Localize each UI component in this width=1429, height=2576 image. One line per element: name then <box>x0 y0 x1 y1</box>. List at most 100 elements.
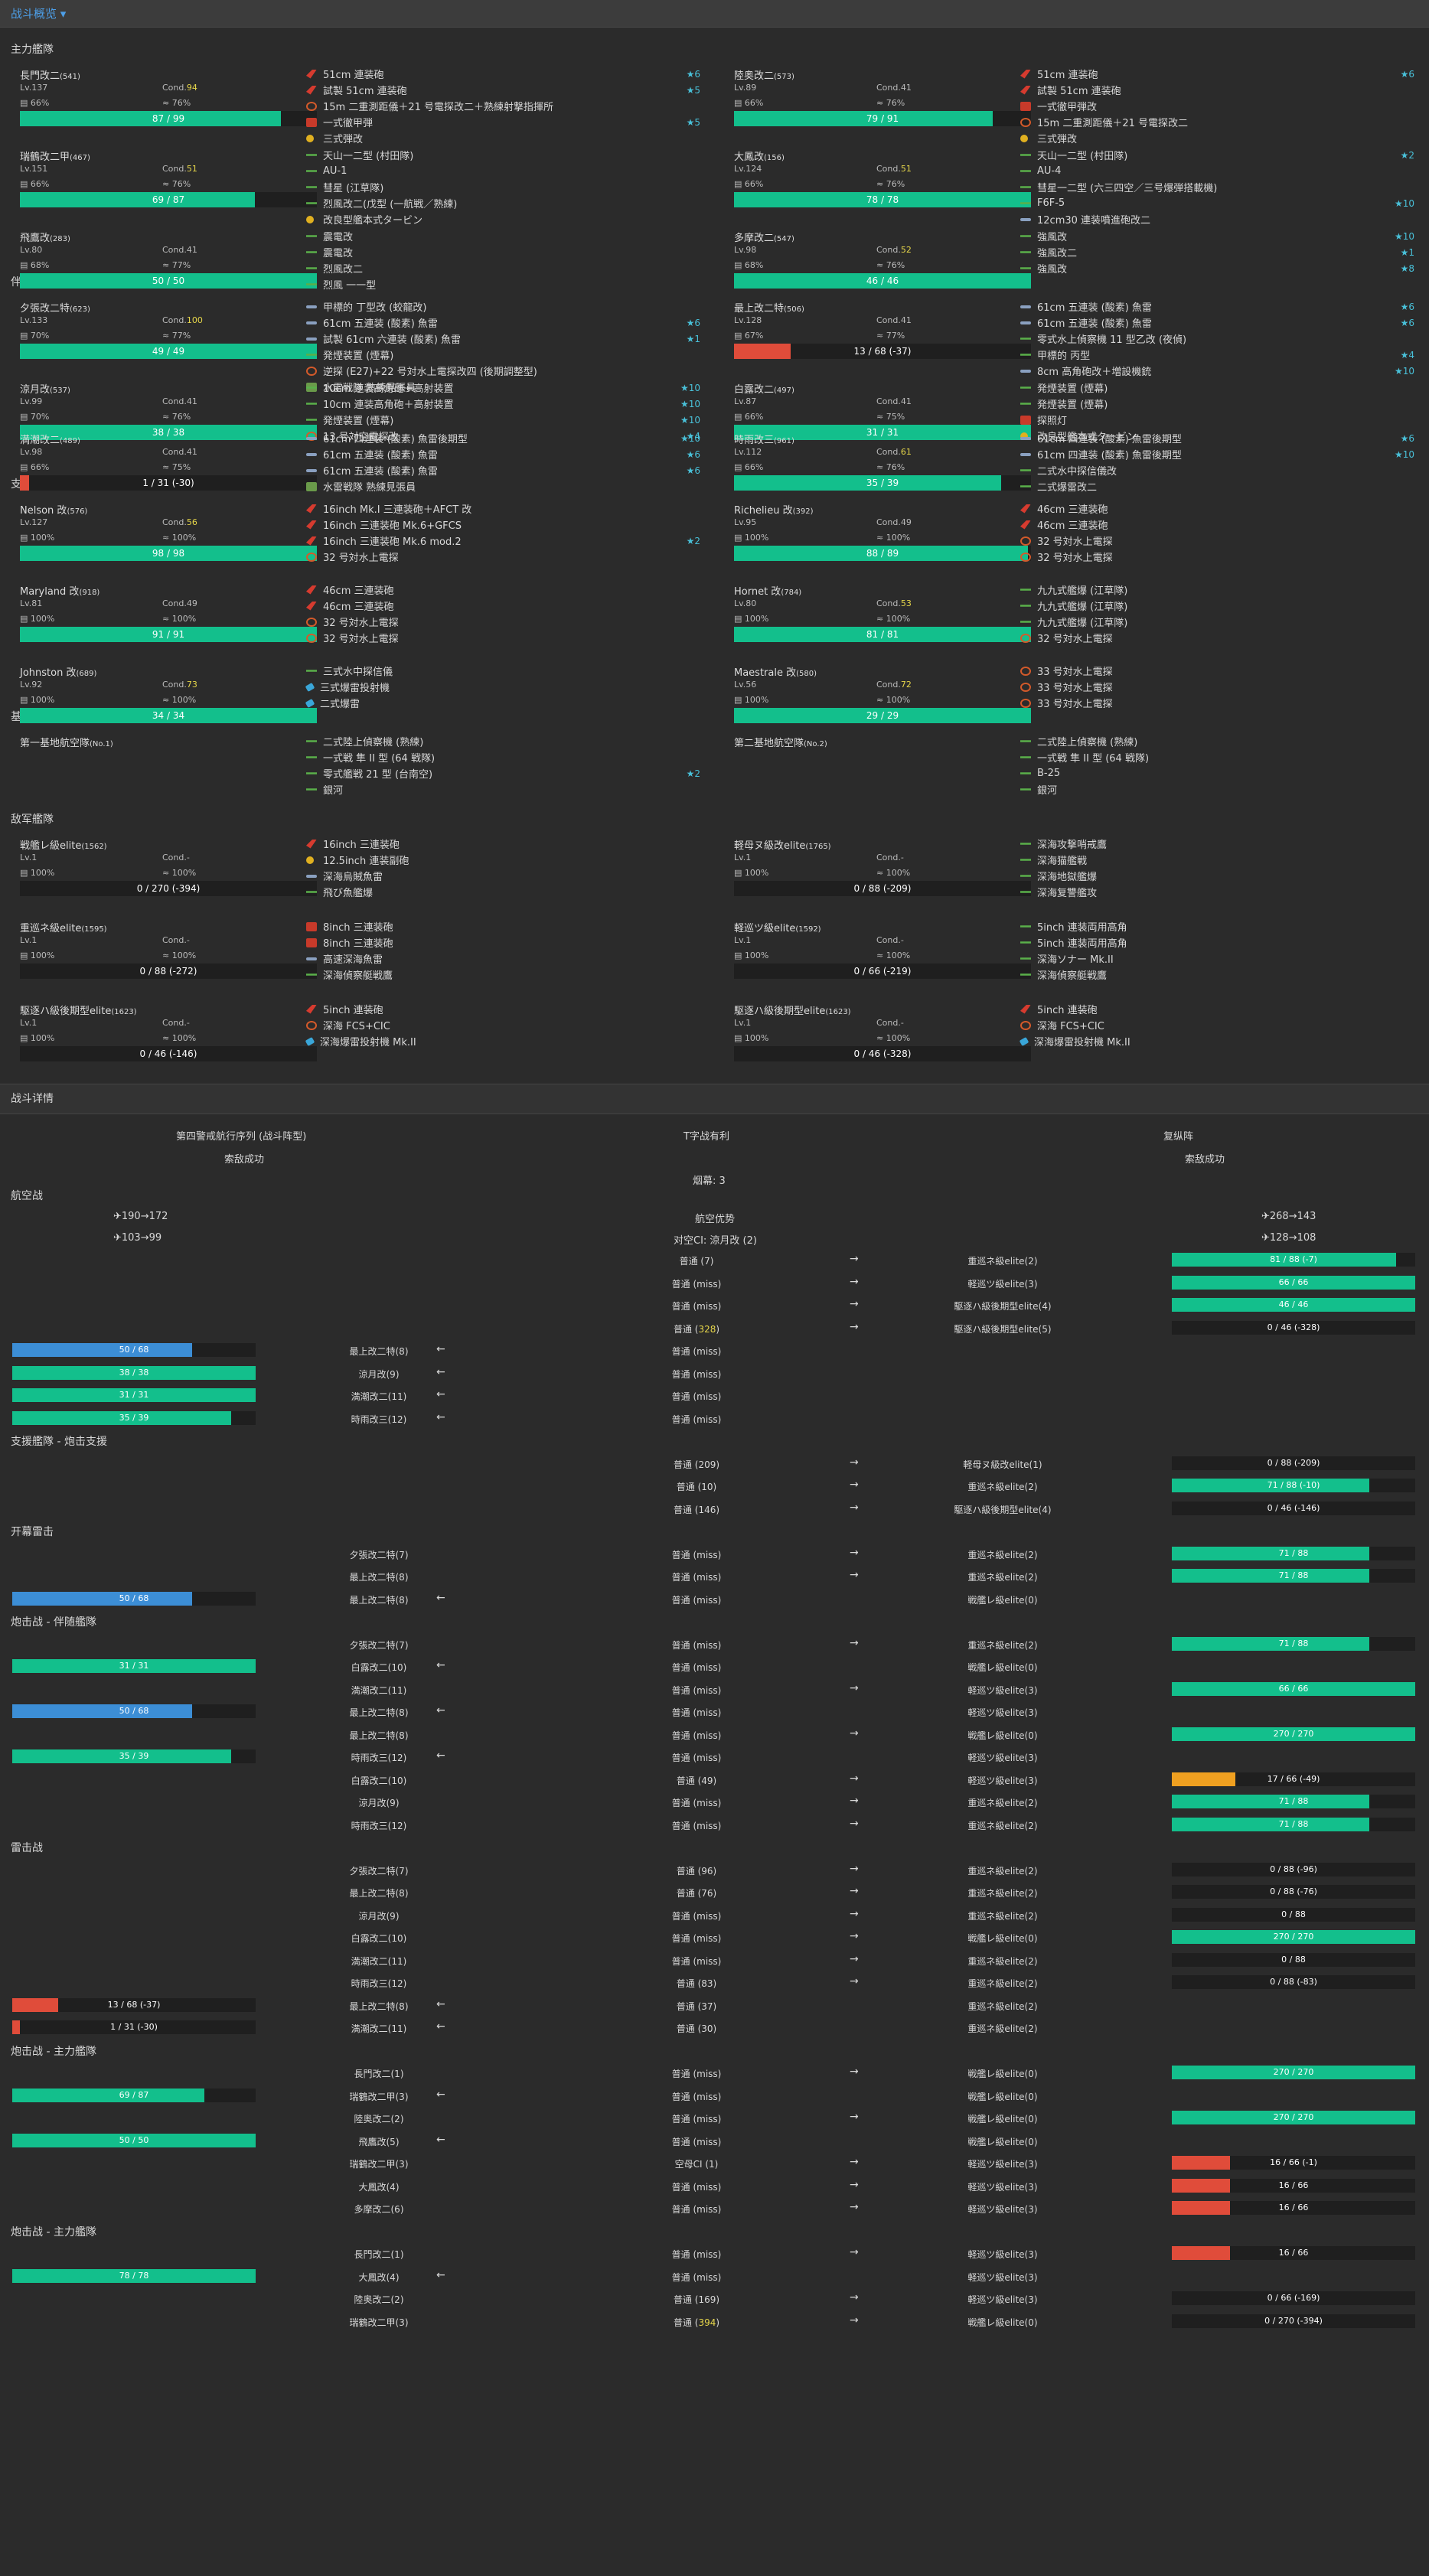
equipment-row[interactable]: 強風改 ★10 <box>1020 228 1414 244</box>
equipment-row[interactable]: 16inch Mk.I 三連装砲＋AFCT 改 <box>306 501 700 517</box>
equipment-row[interactable]: 深海攻撃哨戒鷹 <box>1020 836 1414 852</box>
equipment-row[interactable]: F6F-5 ★10 <box>1020 195 1414 211</box>
ship-card[interactable]: 駆逐ハ級後期型elite(1623) Lv.1 Cond.- ▤ 100% ≈ 100%… <box>714 995 1428 1078</box>
equipment-row[interactable]: 発煙装置 (煙幕) <box>306 347 700 363</box>
equipment-row[interactable]: 銀河 <box>306 781 700 797</box>
ship-card[interactable]: 重巡ネ級elite(1595) Lv.1 Cond.- ▤ 100% ≈ 100% 0 /… <box>0 912 714 995</box>
ship-card[interactable]: 駆逐ハ級後期型elite(1623) Lv.1 Cond.- ▤ 100% ≈ 100%… <box>0 995 714 1078</box>
ship-card[interactable]: Hornet 改(784) Lv.80 Cond.53 ▤ 100% ≈ 100% 81 … <box>714 576 1428 657</box>
equipment-row[interactable]: 三式爆雷投射機 <box>305 679 700 695</box>
equipment-row[interactable]: 33 号対水上電探 <box>1020 663 1414 679</box>
equipment-row[interactable]: 10cm 連装高角砲＋高射装置 ★10 <box>306 380 700 396</box>
equipment-row[interactable]: 発煙装置 (煙幕) ★10 <box>306 412 700 428</box>
equipment-row[interactable]: 13 号対空電探改 ★4 <box>306 428 700 444</box>
equipment-row[interactable]: 61cm 五連装 (酸素) 魚雷 ★6 <box>1020 298 1414 315</box>
equipment-row[interactable]: 46cm 三連装砲 <box>306 598 700 614</box>
equipment-row[interactable]: 32 号対水上電探 <box>1020 549 1414 565</box>
equipment-row[interactable]: 8inch 三連装砲 <box>306 918 700 934</box>
equipment-row[interactable]: 深海爆雷投射機 Mk.II <box>1019 1033 1414 1049</box>
equipment-row[interactable]: 二式水中探信儀改 <box>1020 462 1414 478</box>
equipment-row[interactable]: 強風改 ★8 <box>1020 260 1414 276</box>
ship-card[interactable]: 瑞鶴改二甲(467) Lv.151 Cond.51 ▤ 66% ≈ 76% 69 / 87… <box>0 141 714 227</box>
equipment-row[interactable]: 46cm 三連装砲 <box>1020 501 1414 517</box>
equipment-row[interactable]: 彗星 (江草隊) <box>306 179 700 195</box>
equipment-row[interactable]: 深海ソナー Mk.II <box>1020 951 1414 967</box>
equipment-row[interactable]: 12cm30 連装噴進砲改二 <box>1020 211 1414 227</box>
equipment-row[interactable]: AU-1 <box>306 163 700 179</box>
equipment-row[interactable]: 発煙装置 (煙幕) <box>1020 396 1414 412</box>
equipment-row[interactable]: 32 号対水上電探 <box>1020 533 1414 549</box>
equipment-row[interactable]: 九九式艦爆 (江草隊) <box>1020 614 1414 630</box>
equipment-row[interactable]: 試製 61cm 六連装 (酸素) 魚雷 ★1 <box>306 331 700 347</box>
equipment-row[interactable]: 一式戦 隼 II 型 (64 戦隊) <box>1020 749 1414 765</box>
equipment-row[interactable]: 61cm 五連装 (酸素) 魚雷 ★6 <box>1020 315 1414 331</box>
equipment-row[interactable]: 水雷戦隊 熟練見張員 <box>306 379 700 395</box>
ship-card[interactable]: 飛鷹改(283) Lv.80 Cond.41 ▤ 68% ≈ 77% 50 / 50 震電改… <box>0 222 714 292</box>
equipment-row[interactable]: 15m 二重測距儀＋21 号電探改二＋熟練射撃指揮所 <box>306 98 700 114</box>
overview-dropdown[interactable]: 战斗概览 ▾ <box>11 7 67 21</box>
equipment-row[interactable]: 32 号対水上電探 <box>1020 630 1414 646</box>
equipment-row[interactable]: 5inch 連装両用高角 <box>1020 934 1414 951</box>
equipment-row[interactable]: 烈風 一一型 <box>306 276 700 292</box>
equipment-row[interactable]: 甲標的 丁型改 (蛟龍改) <box>306 298 700 315</box>
equipment-row[interactable]: 33 号対水上電探 <box>1020 695 1414 711</box>
equipment-row[interactable]: 飛び魚艦爆 <box>306 884 700 900</box>
equipment-row[interactable]: 高速深海魚雷 <box>306 951 700 967</box>
ship-card[interactable]: 時雨改三(961) Lv.112 Cond.61 ▤ 66% ≈ 76% 35 / 39 6… <box>714 424 1428 494</box>
equipment-row[interactable]: 逆探 (E27)+22 号対水上電探改四 (後期調整型) <box>306 363 700 379</box>
equipment-row[interactable]: 61cm 五連装 (酸素) 魚雷 ★6 <box>306 446 700 462</box>
ship-card[interactable]: 白露改二(497) Lv.87 Cond.41 ▤ 66% ≈ 75% 31 / 31 発煙… <box>714 373 1428 443</box>
equipment-row[interactable]: 九九式艦爆 (江草隊) <box>1020 598 1414 614</box>
ship-card[interactable]: 戦艦レ級elite(1562) Lv.1 Cond.- ▤ 100% ≈ 100% 0 /… <box>0 830 714 912</box>
equipment-row[interactable]: 61cm 四連装 (酸素) 魚雷後期型 ★6 <box>1020 430 1414 446</box>
equipment-row[interactable]: 深海爆雷投射機 Mk.II <box>305 1033 700 1049</box>
equipment-row[interactable]: 零式水上偵察機 11 型乙改 (夜偵) <box>1020 331 1414 347</box>
equipment-row[interactable]: 深海猫艦戦 <box>1020 852 1414 868</box>
lbas-card[interactable]: 第二基地航空隊(No.2) 二式陸上偵察機 (熟練) 一式戦 隼 II 型 (64 … <box>714 727 1428 810</box>
equipment-row[interactable]: 銀河 <box>1020 781 1414 797</box>
equipment-row[interactable]: 深海复讐艦攻 <box>1020 884 1414 900</box>
equipment-row[interactable]: 二式爆雷 <box>305 695 700 711</box>
equipment-row[interactable]: 51cm 連装砲 ★6 <box>306 66 700 82</box>
equipment-row[interactable]: 15m 二重測距儀＋21 号電探改二 <box>1020 114 1414 130</box>
ship-card[interactable]: 大鳳改(156) Lv.124 Cond.51 ▤ 66% ≈ 76% 78 / 78 天山… <box>714 141 1428 227</box>
equipment-row[interactable]: 61cm 五連装 (酸素) 魚雷 ★6 <box>306 315 700 331</box>
equipment-row[interactable]: 震電改 <box>306 228 700 244</box>
ship-card[interactable]: Richelieu 改(392) Lv.95 Cond.49 ▤ 100% ≈ 100%… <box>714 494 1428 576</box>
equipment-row[interactable]: 5inch 連装砲 <box>306 1001 700 1017</box>
ship-card[interactable]: 長門改二(541) Lv.137 Cond.94 ▤ 66% ≈ 76% 87 / 99 5… <box>0 60 714 145</box>
ship-card[interactable]: 軽母ヌ級改elite(1765) Lv.1 Cond.- ▤ 100% ≈ 100% 0 … <box>714 830 1428 912</box>
ship-card[interactable]: Maryland 改(918) Lv.81 Cond.49 ▤ 100% ≈ 100% 9… <box>0 576 714 657</box>
equipment-row[interactable]: 46cm 三連装砲 <box>1020 517 1414 533</box>
equipment-row[interactable]: 10cm 連装高角砲＋高射装置 ★10 <box>306 396 700 412</box>
equipment-row[interactable]: 33 号対水上電探 <box>1020 679 1414 695</box>
equipment-row[interactable]: 16inch 三連装砲 <box>306 836 700 852</box>
equipment-row[interactable]: 61cm 四連装 (酸素) 魚雷後期型 ★10 <box>306 430 700 446</box>
equipment-row[interactable]: 探照灯 <box>1020 412 1414 428</box>
ship-card[interactable]: 陸奥改二(573) Lv.89 Cond.41 ▤ 66% ≈ 76% 79 / 91 51… <box>714 60 1428 145</box>
equipment-row[interactable]: 甲標的 丙型 ★4 <box>1020 347 1414 363</box>
equipment-row[interactable]: 発煙装置 (煙幕) <box>1020 380 1414 396</box>
equipment-row[interactable]: 三式弾改 <box>306 130 700 146</box>
equipment-row[interactable]: 深海 FCS+CIC <box>1020 1017 1414 1033</box>
ship-card[interactable]: 夕張改二特(623) Lv.133 Cond.100 ▤ 70% ≈ 77% 49 / 4… <box>0 292 714 394</box>
ship-card[interactable]: Maestrale 改(580) Lv.56 Cond.72 ▤ 100% ≈ 100%… <box>714 657 1428 723</box>
equipment-row[interactable]: 九九式艦爆 (江草隊) <box>1020 582 1414 598</box>
equipment-row[interactable]: 深海偵察艇戦鷹 <box>1020 967 1414 983</box>
equipment-row[interactable]: 試製 51cm 連装砲 <box>1020 82 1414 98</box>
equipment-row[interactable]: 改良型艦本式タービン <box>1020 428 1414 444</box>
equipment-row[interactable]: 16inch 三連装砲 Mk.6+GFCS <box>306 517 700 533</box>
equipment-row[interactable]: 5inch 連装両用高角 <box>1020 918 1414 934</box>
equipment-row[interactable]: 水雷戦隊 熟練見張員 <box>306 478 700 494</box>
equipment-row[interactable]: 天山一二型 (村田隊) ★2 <box>1020 147 1414 163</box>
ship-card[interactable]: Johnston 改(689) Lv.92 Cond.73 ▤ 100% ≈ 100% 3… <box>0 657 714 723</box>
equipment-row[interactable]: 深海偵察艇戦鷹 <box>306 967 700 983</box>
equipment-row[interactable]: 16inch 三連装砲 Mk.6 mod.2 ★2 <box>306 533 700 549</box>
equipment-row[interactable]: 深海烏賊魚雷 <box>306 868 700 884</box>
equipment-row[interactable]: 烈風改二 <box>306 260 700 276</box>
equipment-row[interactable]: 二式爆雷改二 <box>1020 478 1414 494</box>
equipment-row[interactable]: 一式徹甲弾 ★5 <box>306 114 700 130</box>
ship-card[interactable]: 多摩改二(547) Lv.98 Cond.52 ▤ 68% ≈ 76% 46 / 46 強風… <box>714 222 1428 289</box>
equipment-row[interactable]: 61cm 五連装 (酸素) 魚雷 ★6 <box>306 462 700 478</box>
equipment-row[interactable]: 8cm 高角砲改＋増設機銃 ★10 <box>1020 363 1414 379</box>
